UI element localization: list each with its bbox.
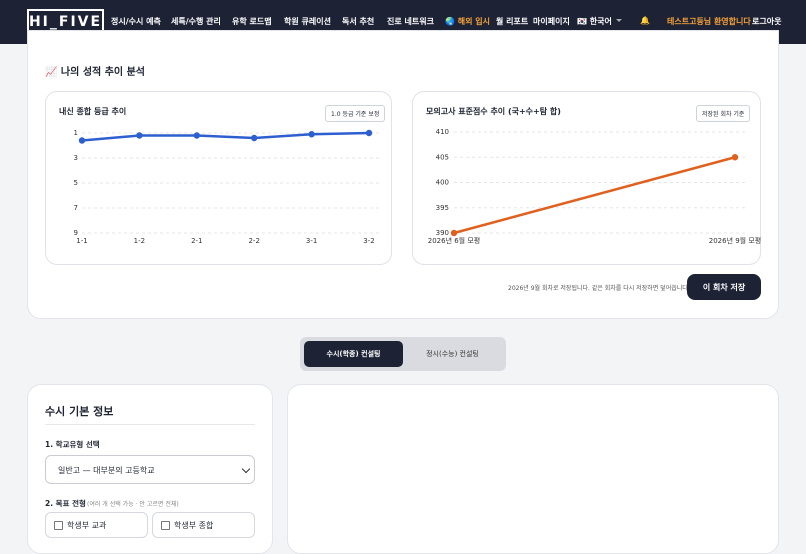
x-tick-label: 2026년 9월 모평 <box>709 236 761 245</box>
menu-item[interactable]: 정시/수시 예측 <box>111 17 161 26</box>
menu-item[interactable]: 학원 큐레이션 <box>284 17 331 26</box>
data-point <box>193 132 200 139</box>
x-tick-label: 1-2 <box>134 237 145 245</box>
y-tick-label: 7 <box>74 204 78 212</box>
data-line <box>453 156 736 235</box>
y-tick-label: 390 <box>436 229 449 237</box>
save-button[interactable]: 이 회차 저장 <box>687 274 761 300</box>
field-label: 1. 학교유형 선택 <box>45 440 100 449</box>
x-tick-label: 2-2 <box>248 237 259 245</box>
tab[interactable]: 정시(수능) 컨설팅 <box>426 350 479 358</box>
y-tick-label: 5 <box>74 179 78 187</box>
data-point <box>731 154 739 161</box>
charts-layer: 1 3 5 7 91-1 1-2 2-1 2-2 3-1 3-2 390 395 400 405 410 20… <box>74 128 762 245</box>
data-point <box>450 229 458 237</box>
save-note: 2026년 9월 회차로 저장됩니다. 같은 회차를 다시 저장하면 덮어씁니다… <box>508 285 690 292</box>
logout[interactable]: 로그아웃 <box>752 17 782 26</box>
x-tick-label: 3-1 <box>306 237 317 245</box>
chart-badge[interactable]: 저장된 회차 기준 <box>696 105 751 122</box>
chart-title: 모의고사 표준점수 추이 (국+수+탐 합) <box>426 107 561 116</box>
notification-bell[interactable]: 🔔 <box>640 16 650 25</box>
y-tick-label: 1 <box>74 129 78 137</box>
school-type-select[interactable]: 일반고 — 대부분의 고등학교 <box>45 455 255 484</box>
data-point <box>308 131 315 138</box>
data-point <box>251 134 258 142</box>
checkbox-option[interactable]: 학생부 종합 <box>152 512 255 538</box>
tab-active[interactable]: 수시(학종) 컨설팅 <box>304 341 403 367</box>
field-hint: (여러 개 선택 가능 · 안 고르면 전체) <box>87 501 179 508</box>
checkbox-option[interactable]: 학생부 교과 <box>45 512 148 538</box>
data-line <box>81 131 370 142</box>
x-tick-label: 1-1 <box>76 237 87 245</box>
y-tick-label: 400 <box>436 179 449 187</box>
y-tick-label: 3 <box>74 154 78 162</box>
y-tick-label: 9 <box>74 229 78 237</box>
y-tick-label: 405 <box>436 153 449 161</box>
form-title: 수시 기본 정보 <box>45 405 114 418</box>
x-tick-label: 3-2 <box>363 237 374 245</box>
menu-item[interactable]: 월 리포트 <box>496 17 529 26</box>
menu-item[interactable]: 세특/수행 관리 <box>171 17 221 26</box>
data-point <box>78 137 86 144</box>
tab-bar: 수시(학종) 컨설팅 정시(수능) 컨설팅 <box>300 337 506 371</box>
section-title: 📈 나의 성적 추이 분석 <box>45 67 145 78</box>
chart-badge[interactable]: 1.0 등급 기준 보정 <box>325 105 386 122</box>
menu-item[interactable]: 유학 로드맵 <box>232 17 272 26</box>
x-tick-label: 2026년 6월 모평 <box>428 236 480 245</box>
menu-item[interactable]: 독서 추천 <box>342 17 375 26</box>
menu-item[interactable]: 마이페이지 <box>533 17 570 26</box>
data-point <box>365 129 373 137</box>
data-point <box>136 132 143 139</box>
language-select[interactable]: 🇰🇷 한국어 <box>577 16 622 27</box>
divider <box>45 424 255 425</box>
y-tick-label: 395 <box>436 204 449 212</box>
field-label: 2. 목표 전형 <box>45 499 86 508</box>
page: HI_FIVE 정시/수시 예측 세특/수행 관리 유학 로드맵 학원 큐레이션… <box>0 0 806 537</box>
result-card <box>287 384 779 554</box>
x-tick-label: 2-1 <box>191 237 202 245</box>
menu-item[interactable]: 진로 네트워크 <box>387 17 434 26</box>
y-tick-label: 410 <box>436 128 449 136</box>
welcome-text: 테스트고등님 환영합니다 <box>667 17 751 26</box>
chart-title: 내신 종합 등급 추이 <box>59 107 127 116</box>
menu-item[interactable]: 🌏 해외 입시 <box>445 17 490 26</box>
chart-panel <box>45 91 392 265</box>
